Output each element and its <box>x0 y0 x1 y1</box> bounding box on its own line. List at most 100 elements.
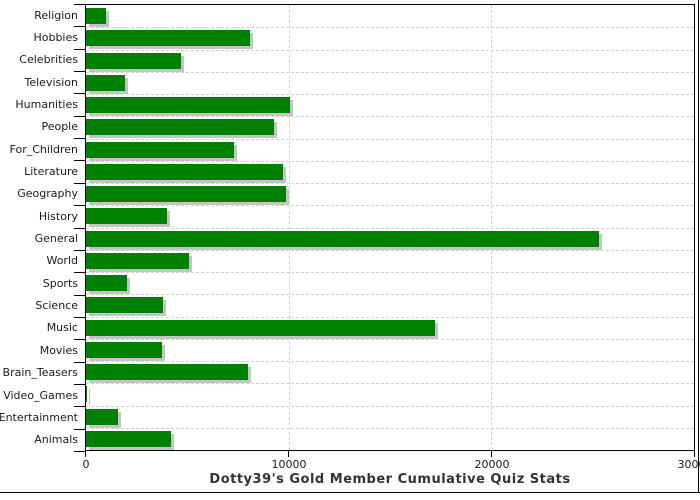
bar-row <box>86 250 694 272</box>
bar-science <box>86 297 163 314</box>
y-axis-tick <box>74 116 85 117</box>
gridline-horizontal <box>86 183 694 184</box>
bar-row <box>86 50 694 72</box>
bar-entertainment <box>86 408 119 425</box>
gridline-horizontal <box>86 49 694 51</box>
bar-world <box>86 252 190 269</box>
y-axis-tick <box>74 451 85 452</box>
x-axis-tick <box>491 451 492 457</box>
bar-row <box>86 272 694 294</box>
bar-row <box>86 361 694 383</box>
bar-movies <box>86 341 162 358</box>
category-label: Music <box>46 321 78 335</box>
gridline-horizontal <box>86 27 694 29</box>
category-label: Sports <box>42 276 78 290</box>
gridline-horizontal <box>86 249 694 251</box>
bar-row <box>86 428 694 450</box>
y-axis-tick <box>74 71 85 72</box>
x-axis-tick <box>85 451 86 457</box>
bar-rows <box>86 5 694 450</box>
gridline-horizontal <box>86 294 694 296</box>
x-axis-tick-label: 30000 <box>677 458 700 471</box>
category-label: People <box>41 120 78 134</box>
y-axis-tick <box>74 49 85 50</box>
bar-music <box>86 319 435 336</box>
bar-general <box>86 230 599 247</box>
y-axis-tick <box>74 205 85 206</box>
bar-row <box>86 139 694 161</box>
y-axis-tick <box>74 138 85 139</box>
bar-row <box>86 317 694 339</box>
gridline-horizontal <box>86 205 694 207</box>
category-label: Celebrities <box>19 53 78 67</box>
category-label: Entertainment <box>0 410 78 424</box>
bar-row <box>86 183 694 205</box>
y-axis-tick <box>74 272 85 273</box>
x-axis-tick-label: 20000 <box>474 458 510 471</box>
category-label: Science <box>35 299 78 313</box>
capture-border-bottom <box>0 492 700 493</box>
bar-video_games <box>86 386 87 403</box>
bar-sports <box>86 275 127 292</box>
x-axis-tick <box>694 451 695 457</box>
bar-row <box>86 228 694 250</box>
bar-hobbies <box>86 30 251 47</box>
bar-row <box>86 161 694 183</box>
y-axis-tick <box>74 26 85 27</box>
gridline-horizontal <box>86 316 694 318</box>
plot-area <box>85 4 695 451</box>
category-label: Religion <box>34 8 78 22</box>
y-axis-tick <box>74 93 85 94</box>
bar-religion <box>86 8 107 25</box>
bar-history <box>86 208 168 225</box>
bar-brain_teasers <box>86 364 249 381</box>
x-axis-tick-label: 0 <box>82 458 90 471</box>
bar-animals <box>86 430 172 447</box>
bar-row <box>86 406 694 428</box>
y-axis-tick <box>74 228 85 229</box>
bar-humanities <box>86 97 290 114</box>
y-axis-tick <box>74 250 85 251</box>
bar-literature <box>86 163 283 180</box>
gridline-horizontal <box>86 227 694 229</box>
bar-television <box>86 74 125 91</box>
gridline-horizontal <box>86 116 694 118</box>
gridline-horizontal <box>86 338 694 340</box>
category-label: Geography <box>17 187 78 201</box>
y-axis-tick <box>74 429 85 430</box>
gridline-horizontal <box>86 405 694 407</box>
y-axis-tick <box>74 406 85 407</box>
category-label: General <box>34 232 78 246</box>
x-axis-tick <box>288 451 289 457</box>
bar-row <box>86 72 694 94</box>
bar-row <box>86 5 694 27</box>
gridline-horizontal <box>86 427 694 429</box>
y-axis-tick <box>74 295 85 296</box>
gridline-horizontal <box>86 361 694 362</box>
category-label: World <box>46 254 78 268</box>
category-label: Hobbies <box>33 31 78 45</box>
bar-celebrities <box>86 52 182 69</box>
gridline-horizontal <box>86 94 694 95</box>
category-axis-labels: Religion Hobbies Celebrities Television Huma… <box>0 4 78 451</box>
bar-row <box>86 294 694 316</box>
gridline-horizontal <box>86 71 694 73</box>
bar-geography <box>86 186 286 203</box>
bar-people <box>86 119 275 136</box>
y-axis-tick <box>74 160 85 161</box>
y-axis-tick <box>74 339 85 340</box>
gridline-horizontal <box>86 272 694 273</box>
x-axis-tick-label: 10000 <box>271 458 307 471</box>
gridline-horizontal <box>86 160 694 162</box>
category-label: Humanities <box>15 98 78 112</box>
gridline-horizontal <box>86 383 694 385</box>
bar-row <box>86 94 694 116</box>
y-axis-tick <box>74 362 85 363</box>
category-label: Movies <box>39 343 78 357</box>
y-axis-tick <box>74 4 85 5</box>
category-label: For_Children <box>9 142 78 156</box>
bar-row <box>86 205 694 227</box>
y-axis-tick <box>74 384 85 385</box>
bar-for_children <box>86 141 234 158</box>
